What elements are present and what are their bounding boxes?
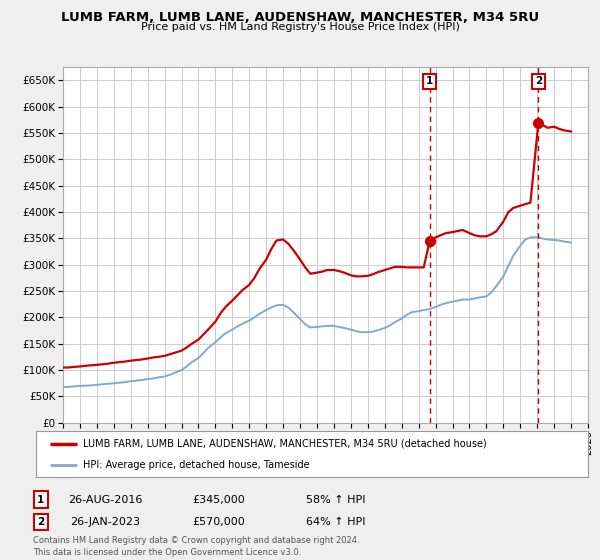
Text: 2: 2 [37,517,44,527]
Text: LUMB FARM, LUMB LANE, AUDENSHAW, MANCHESTER, M34 5RU (detached house): LUMB FARM, LUMB LANE, AUDENSHAW, MANCHES… [83,438,487,449]
Text: 64% ↑ HPI: 64% ↑ HPI [306,517,366,527]
Text: 2: 2 [535,76,542,86]
Text: 58% ↑ HPI: 58% ↑ HPI [306,494,366,505]
Text: 1: 1 [37,494,44,505]
Text: £345,000: £345,000 [193,494,245,505]
Text: LUMB FARM, LUMB LANE, AUDENSHAW, MANCHESTER, M34 5RU: LUMB FARM, LUMB LANE, AUDENSHAW, MANCHES… [61,11,539,24]
Text: HPI: Average price, detached house, Tameside: HPI: Average price, detached house, Tame… [83,460,310,470]
Text: £570,000: £570,000 [193,517,245,527]
Text: Price paid vs. HM Land Registry's House Price Index (HPI): Price paid vs. HM Land Registry's House … [140,22,460,32]
Text: Contains HM Land Registry data © Crown copyright and database right 2024.
This d: Contains HM Land Registry data © Crown c… [33,536,359,557]
Text: 1: 1 [426,76,433,86]
Text: 26-AUG-2016: 26-AUG-2016 [68,494,142,505]
Text: 26-JAN-2023: 26-JAN-2023 [70,517,140,527]
